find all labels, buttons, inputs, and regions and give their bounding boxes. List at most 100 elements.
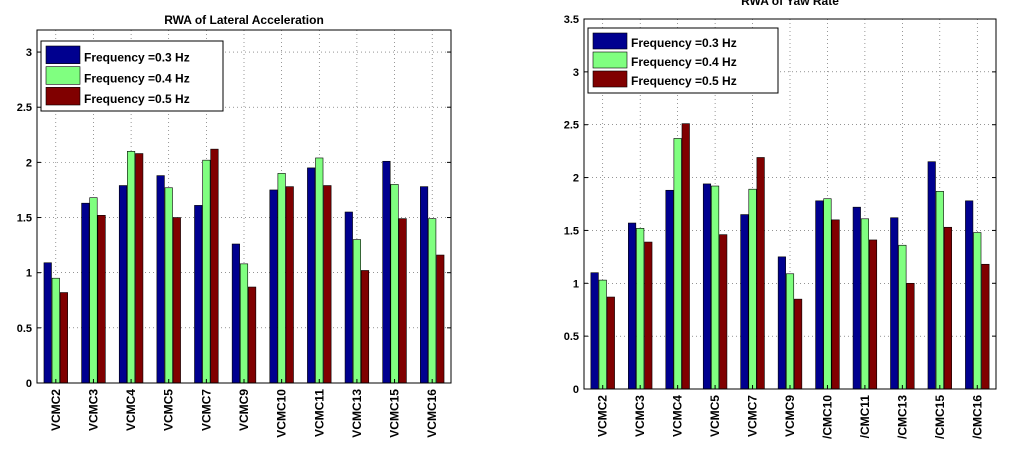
y-tick-label: 1.5 xyxy=(17,213,32,225)
bar-VCMC5-s1 xyxy=(702,183,712,390)
bar-VCMC3-s3 xyxy=(97,215,106,384)
x-tick-label: VCMC2 xyxy=(596,395,610,437)
x-tick-label: VCMC15 xyxy=(388,389,402,438)
bar-VCMC11-s2 xyxy=(315,157,324,384)
legend-label: Frequency =0.5 Hz xyxy=(84,92,190,106)
bar-VCMC7-s3 xyxy=(210,148,219,384)
x-tick-label: /CMC10 xyxy=(820,395,834,439)
y-tick-label: 0.5 xyxy=(17,323,32,335)
bar-/CMC13-s2 xyxy=(898,244,907,390)
bar-VCMC2-s1 xyxy=(43,262,52,384)
x-tick-label: VCMC16 xyxy=(425,389,439,438)
bar-/CMC15-s1 xyxy=(927,161,936,390)
bar-/CMC16-s3 xyxy=(981,263,990,390)
x-tick-label: VCMC7 xyxy=(746,395,760,437)
bar-/CMC16-s1 xyxy=(965,200,974,390)
legend-swatch xyxy=(45,45,81,64)
x-tick-label: VCMC9 xyxy=(783,395,797,437)
bar-VCMC13-s3 xyxy=(360,270,370,384)
x-tick-label: /CMC11 xyxy=(858,395,872,439)
legend-swatch xyxy=(592,70,628,88)
bar-VCMC15-s1 xyxy=(382,160,391,384)
bar-VCMC4-s1 xyxy=(665,189,674,390)
y-axis: 0 0.5 1 1.5 2 2.5 3 3.5 xyxy=(564,14,996,396)
bar-VCMC7-s2 xyxy=(748,188,757,390)
y-tick-label: 0.5 xyxy=(564,331,579,343)
x-tick-label: VCMC4 xyxy=(124,389,138,431)
x-tick-label: VCMC4 xyxy=(671,395,685,437)
bar-VCMC3-s2 xyxy=(89,197,98,384)
bar-VCMC16-s3 xyxy=(436,254,445,384)
legend-swatch xyxy=(45,87,81,106)
bar-/CMC11-s1 xyxy=(852,206,861,390)
legend-label: Frequency =0.3 Hz xyxy=(84,51,190,65)
bar-VCMC2-s3 xyxy=(606,296,615,390)
bar-/CMC11-s2 xyxy=(860,218,869,390)
y-tick-label: 1 xyxy=(26,268,32,280)
x-tick-label: VCMC9 xyxy=(237,389,251,431)
bar-/CMC10-s3 xyxy=(831,219,840,390)
bar-VCMC4-s2 xyxy=(673,138,682,390)
bar-VCMC3-s3 xyxy=(644,241,653,390)
y-tick-label: 1.5 xyxy=(564,225,579,237)
bar-VCMC11-s1 xyxy=(307,167,316,384)
x-tick-label: VCMC11 xyxy=(312,389,326,437)
y-tick-label: 0 xyxy=(573,384,579,396)
legend-swatch xyxy=(45,66,81,85)
y-tick-label: 2.5 xyxy=(17,102,32,114)
y-tick-label: 3.5 xyxy=(564,14,579,26)
legend-label: Frequency =0.4 Hz xyxy=(631,55,737,69)
bar-VCMC7-s1 xyxy=(194,205,203,384)
bar-VCMC9-s1 xyxy=(777,256,786,390)
bar-VCMC5-s2 xyxy=(164,187,173,384)
bar-/CMC10-s1 xyxy=(815,200,824,390)
x-tick-label: VCMC13 xyxy=(350,389,364,438)
bar-VCMC10-s3 xyxy=(285,186,294,384)
x-tick-label: /CMC13 xyxy=(895,395,909,439)
legend-swatch xyxy=(592,51,628,69)
y-tick-label: 3 xyxy=(573,67,579,79)
bar-VCMC4-s1 xyxy=(118,185,128,384)
legend-swatch xyxy=(592,32,628,50)
y-tick-label: 2 xyxy=(26,157,32,169)
bar-VCMC5-s1 xyxy=(156,175,165,384)
x-tick-label: /CMC15 xyxy=(933,395,947,439)
x-tick-label: /CMC16 xyxy=(970,395,984,439)
y-tick-label: 3 xyxy=(26,47,32,59)
x-tick-label: VCMC10 xyxy=(275,389,289,438)
x-tick-label: VCMC2 xyxy=(49,389,63,431)
y-tick-label: 2 xyxy=(573,173,579,185)
bar-VCMC15-s3 xyxy=(398,218,407,384)
bars xyxy=(43,148,445,384)
y-tick-label: 2.5 xyxy=(564,120,579,132)
legend: Frequency =0.3 Hz Frequency =0.4 Hz Freque… xyxy=(587,27,779,94)
bar-VCMC4-s2 xyxy=(127,151,136,384)
bar-/CMC13-s3 xyxy=(906,282,915,390)
legend-label: Frequency =0.4 Hz xyxy=(84,71,190,85)
chart-title: RWA of Yaw Rate xyxy=(741,0,839,8)
y-axis: 0 0.5 1 1.5 2 2.5 3 xyxy=(17,47,451,390)
bar-/CMC13-s1 xyxy=(890,217,899,390)
bar-VCMC2-s2 xyxy=(598,279,607,390)
y-tick-label: 0 xyxy=(26,378,32,390)
bar-VCMC9-s3 xyxy=(248,286,257,384)
bar-VCMC2-s1 xyxy=(590,272,599,390)
bar-/CMC15-s2 xyxy=(935,191,944,390)
bar-VCMC9-s1 xyxy=(231,243,240,384)
bar-VCMC5-s3 xyxy=(172,217,181,384)
bar-VCMC2-s2 xyxy=(51,277,60,384)
x-tick-label: VCMC3 xyxy=(633,395,647,437)
bar-VCMC4-s3 xyxy=(135,153,144,384)
x-tick-label: VCMC5 xyxy=(708,395,722,437)
x-axis: VCMC2 VCMC3 VCMC4 VCMC5 VCMC7 VCMC9 VCMC10 VCMC… xyxy=(49,379,439,438)
legend-label: Frequency =0.3 Hz xyxy=(631,36,737,50)
bar-VCMC15-s2 xyxy=(390,184,399,384)
bar-VCMC7-s2 xyxy=(202,159,211,384)
bar-/CMC11-s3 xyxy=(868,239,878,390)
bar-VCMC3-s1 xyxy=(628,222,637,390)
bar-VCMC7-s1 xyxy=(740,214,749,390)
bar-VCMC9-s2 xyxy=(785,273,795,390)
bar-VCMC9-s2 xyxy=(239,263,249,384)
bar-VCMC5-s3 xyxy=(719,234,728,390)
